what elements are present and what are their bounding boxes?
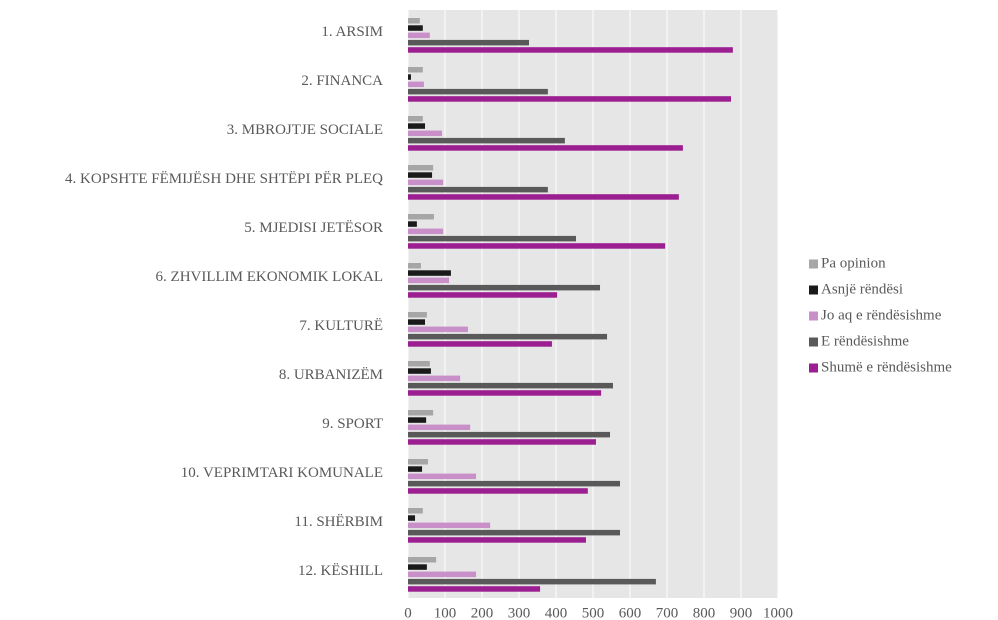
- bar: [408, 480, 621, 487]
- x-tick-label: 800: [693, 605, 716, 620]
- bar: [408, 116, 423, 122]
- bar: [408, 459, 428, 465]
- y-tick-label: 3. MBROJTJE SOCIALE: [227, 122, 383, 138]
- bar: [408, 25, 423, 31]
- x-tick-label: 700: [656, 605, 679, 620]
- y-tick-label: 4. KOPSHTE FËMIJËSH DHE SHTËPI PËR PLEQ: [65, 170, 383, 187]
- bar: [408, 410, 434, 416]
- bar: [408, 96, 732, 102]
- legend-swatch: [809, 311, 818, 321]
- bar: [408, 382, 613, 389]
- bar: [408, 522, 491, 529]
- bar: [408, 424, 471, 431]
- bar: [408, 186, 548, 193]
- bar: [408, 417, 427, 423]
- bar: [408, 537, 586, 543]
- x-tick-label: 900: [730, 605, 753, 620]
- legend-swatch: [809, 259, 818, 269]
- bar: [408, 32, 430, 39]
- bar: [408, 508, 423, 514]
- legend-label: E rëndësishme: [821, 333, 909, 349]
- bar: [408, 375, 461, 382]
- bar: [408, 284, 601, 291]
- bar: [408, 473, 477, 480]
- bar: [408, 194, 679, 200]
- bar: [408, 361, 430, 367]
- x-tick-label: 600: [619, 605, 642, 620]
- x-tick-label: 300: [508, 605, 531, 620]
- y-tick-label: 1. ARSIM: [321, 24, 383, 40]
- y-tick-label: 7. KULTURË: [299, 317, 383, 334]
- bar: [408, 88, 548, 95]
- y-tick-label: 9. SPORT: [322, 416, 383, 432]
- y-tick-label: 2. FINANCA: [301, 73, 383, 89]
- bar: [408, 172, 433, 178]
- bar: [408, 123, 426, 129]
- legend-label: Asnjë rëndësi: [821, 281, 903, 297]
- bar: [408, 333, 608, 340]
- bar: [408, 564, 427, 570]
- bar: [408, 277, 450, 284]
- bar: [408, 368, 431, 374]
- legend-label: Jo aq e rëndësishme: [821, 307, 942, 323]
- x-tick-label: 400: [545, 605, 568, 620]
- y-tick-label: 5. MJEDISI JETËSOR: [244, 219, 383, 236]
- bar: [408, 529, 621, 536]
- bar: [408, 270, 451, 276]
- legend-swatch: [809, 285, 818, 295]
- bar: [408, 586, 541, 592]
- y-tick-label: 11. SHËRBIM: [294, 513, 383, 530]
- bar: [408, 515, 416, 521]
- bar: [408, 18, 420, 24]
- bar: [408, 292, 558, 298]
- bar: [408, 488, 588, 494]
- x-tick-label: 1000: [763, 605, 793, 620]
- bar: [408, 263, 421, 269]
- bar: [408, 67, 423, 73]
- y-tick-label: 8. URBANIZËM: [279, 366, 383, 383]
- bar: [408, 145, 683, 151]
- x-tick-label: 100: [434, 605, 457, 620]
- bar: [408, 319, 426, 325]
- bar: [408, 571, 477, 578]
- bar: [408, 578, 656, 585]
- bar: [408, 466, 423, 472]
- y-tick-label: 12. KËSHILL: [298, 562, 383, 579]
- bar: [408, 312, 427, 318]
- legend-label: Shumë e rëndësishme: [821, 359, 952, 375]
- bar: [408, 39, 529, 46]
- x-tick-label: 500: [582, 605, 605, 620]
- legend-swatch: [809, 363, 818, 373]
- bar: [408, 390, 602, 396]
- bar: [408, 235, 576, 242]
- bar: [408, 179, 444, 186]
- bar: [408, 221, 417, 227]
- bar: [408, 130, 443, 137]
- bar: [408, 326, 468, 333]
- y-tick-label: 10. VEPRIMTARI KOMUNALE: [181, 465, 383, 481]
- bar: [408, 81, 424, 88]
- bar: [408, 341, 552, 347]
- bar: [408, 47, 733, 53]
- x-tick-label: 200: [471, 605, 494, 620]
- bar: [408, 439, 596, 445]
- bar: [408, 431, 611, 438]
- bar: [408, 557, 437, 563]
- legend-label: Pa opinion: [821, 255, 886, 271]
- bar: [408, 74, 411, 80]
- bar: [408, 137, 565, 144]
- bar: [408, 214, 434, 220]
- y-tick-label: 6. ZHVILLIM EKONOMIK LOKAL: [156, 269, 383, 285]
- x-tick-label: 0: [404, 605, 412, 620]
- bar: [408, 228, 444, 235]
- bar: [408, 165, 434, 171]
- bar: [408, 243, 666, 249]
- legend-swatch: [809, 337, 818, 347]
